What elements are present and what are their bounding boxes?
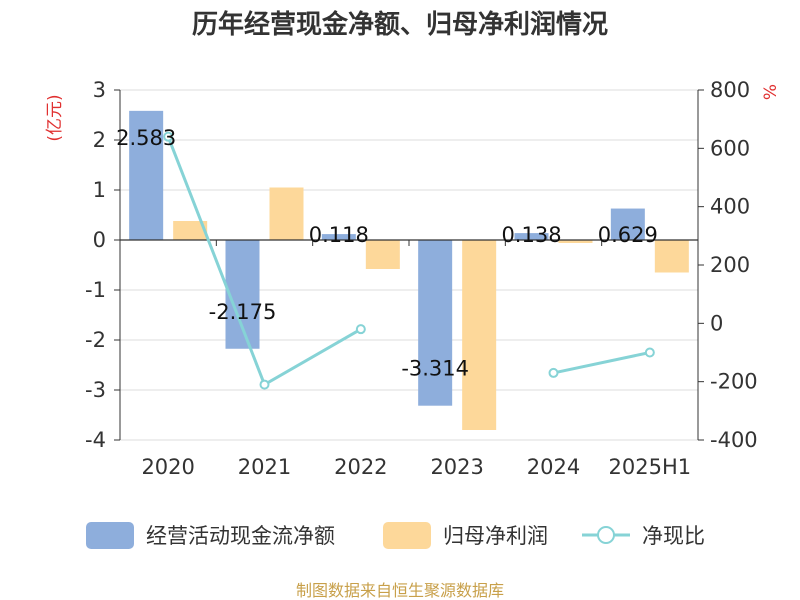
chart-title: 历年经营现金净额、归母净利润情况 [192, 9, 608, 40]
left-tick-label: -1 [85, 278, 106, 302]
right-tick-label: 600 [710, 136, 750, 160]
legend-label-cashflow: 经营活动现金流净额 [146, 524, 335, 548]
bar-cashflow [321, 234, 356, 240]
ratio-point [163, 131, 174, 142]
right-tick-label: 400 [710, 195, 750, 219]
source-note: 制图数据来自恒生聚源数据库 [296, 581, 504, 600]
bar-net-profit [654, 240, 689, 273]
data-label-cashflow: -2.175 [209, 300, 277, 324]
legend-swatch-cashflow [86, 522, 134, 549]
left-tick-label: 3 [93, 78, 106, 102]
right-tick-label: 0 [710, 311, 723, 335]
x-tick-label: 2021 [238, 455, 291, 479]
legend-swatch-profit [383, 522, 431, 549]
left-axis-unit: (亿元) [45, 94, 65, 141]
bar-cashflow [514, 233, 549, 240]
right-tick-label: 800 [710, 78, 750, 102]
right-tick-label: -400 [710, 428, 758, 452]
right-tick-label: 200 [710, 253, 750, 277]
legend: 经营活动现金流净额 归母净利润 净现比 [86, 522, 705, 549]
bars [129, 110, 689, 430]
right-tick-label: -200 [710, 370, 758, 394]
bar-cashflow [129, 110, 164, 240]
ratio-point [355, 324, 366, 335]
bar-cashflow [418, 240, 453, 406]
ratio-line-segment [553, 351, 651, 375]
x-tick-label: 2022 [334, 455, 387, 479]
legend-label-ratio: 净现比 [642, 524, 705, 548]
ratio-point [259, 379, 270, 390]
data-label-cashflow: 0.118 [309, 223, 369, 247]
ratio-point [548, 367, 559, 378]
bar-net-profit [269, 187, 304, 240]
data-label-cashflow: 0.138 [501, 223, 561, 247]
left-tick-label: -2 [85, 328, 106, 352]
data-label-cashflow: -3.314 [401, 357, 469, 381]
left-tick-label: 0 [93, 228, 106, 252]
left-tick-label: -3 [85, 378, 106, 402]
x-tick-label: 2024 [527, 455, 580, 479]
ratio-line [163, 131, 655, 390]
axes: 3 2 1 0 -1 -2 -3 -4 800 600 400 200 0 -200 -400 2020 202… [85, 78, 758, 479]
bar-net-profit [365, 240, 400, 269]
data-label-cashflow: 0.629 [598, 223, 658, 247]
bar-net-profit [558, 240, 593, 243]
data-label-cashflow: 2.583 [116, 126, 176, 150]
right-axis-unit: % [761, 84, 781, 100]
x-tick-label: 2025H1 [609, 455, 692, 479]
bar-net-profit [462, 240, 497, 430]
legend-swatch-ratio-marker [597, 526, 615, 544]
legend-label-profit: 归母净利润 [443, 524, 548, 548]
left-tick-label: -4 [85, 428, 106, 452]
x-tick-label: 2023 [430, 455, 483, 479]
grid-lines [120, 89, 698, 441]
bar-cashflow [610, 208, 645, 240]
ratio-line-segment [166, 136, 362, 387]
data-labels: 2.583 -2.175 0.118 -3.314 0.138 0.629 [116, 126, 658, 381]
bar-net-profit [173, 221, 208, 240]
x-tick-label: 2020 [141, 455, 194, 479]
left-tick-label: 2 [93, 128, 106, 152]
left-tick-label: 1 [93, 178, 106, 202]
ratio-point [644, 347, 655, 358]
